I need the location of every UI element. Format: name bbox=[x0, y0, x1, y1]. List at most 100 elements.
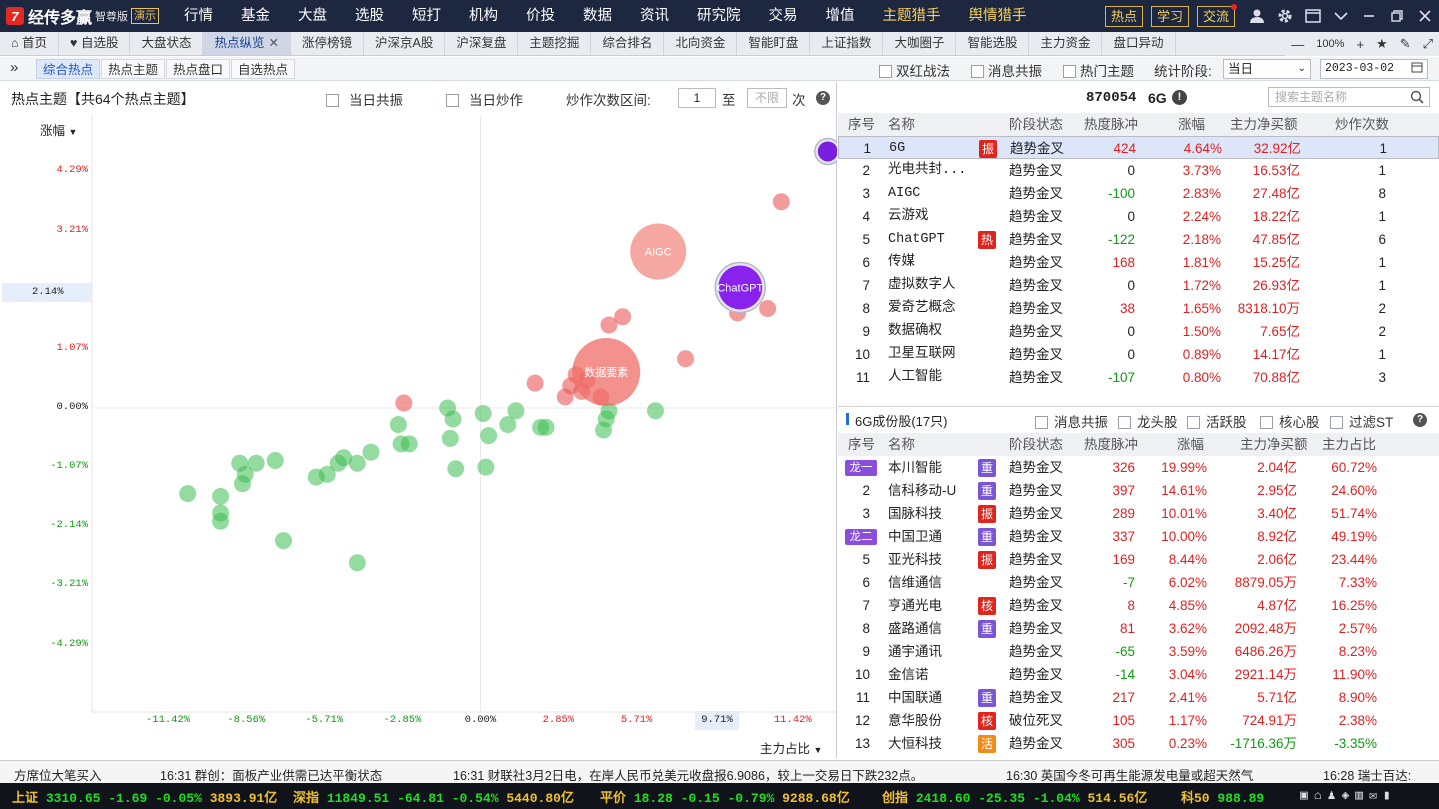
stock-filter-st[interactable]: 过滤ST bbox=[1330, 411, 1393, 431]
info-icon[interactable]: ! bbox=[1172, 90, 1187, 105]
help-icon[interactable]: ? bbox=[816, 91, 830, 105]
stat-stage-select[interactable]: 当日 ⌄ bbox=[1223, 59, 1311, 79]
status-tool-icons[interactable]: ▣⌂♟◈▥✉▮ bbox=[1300, 788, 1397, 803]
table-row[interactable]: 3 国脉科技 振趋势金叉 289 10.01% 3.40亿 51.74% bbox=[838, 502, 1439, 525]
table-row[interactable]: 13 大恒科技 活趋势金叉 305 0.23% -1716.36万 -3.35% bbox=[838, 732, 1439, 755]
top-menu-item[interactable]: 基金 bbox=[241, 8, 270, 24]
tab-item[interactable]: 热点纵览 ✕ bbox=[203, 32, 291, 55]
table-row[interactable]: 4 云游戏 趋势金叉 0 2.24% 18.22亿 1 bbox=[838, 205, 1439, 228]
edit-icon[interactable]: ✎ bbox=[1399, 36, 1411, 51]
double-red-checkbox[interactable] bbox=[879, 65, 892, 78]
top-menu-item[interactable]: 机构 bbox=[469, 8, 498, 24]
table-row[interactable]: 2 信科移动-U 重趋势金叉 397 14.61% 2.95亿 24.60% bbox=[838, 479, 1439, 502]
top-menu-item[interactable]: 研究院 bbox=[697, 8, 741, 24]
day-trade-checkbox[interactable] bbox=[446, 94, 459, 107]
table-row[interactable]: 8 爱奇艺概念 趋势金叉 38 1.65% 8318.10万 2 bbox=[838, 297, 1439, 320]
index-cyb[interactable]: 创指 2418.60 -25.35 -1.04% 514.56亿 bbox=[882, 787, 1147, 806]
news-resonance-checkbox[interactable] bbox=[971, 65, 984, 78]
tab-item[interactable]: 沪深复盘 bbox=[445, 32, 519, 55]
hot-button[interactable]: 热点 bbox=[1104, 5, 1143, 27]
range-to-input[interactable]: 不限 bbox=[747, 88, 787, 108]
option-hot-topics[interactable]: 热门主题 bbox=[1063, 60, 1134, 80]
index-kc50[interactable]: 科50 988.89 bbox=[1181, 787, 1264, 806]
topic-search-input[interactable]: 搜索主题名称 bbox=[1268, 87, 1430, 107]
date-picker[interactable]: 2023-03-02 bbox=[1320, 59, 1428, 79]
stock-filter-leader[interactable]: 龙头股 bbox=[1118, 411, 1178, 431]
zoom-in-icon[interactable]: + bbox=[1356, 36, 1365, 52]
minimize-icon[interactable] bbox=[1355, 0, 1383, 32]
subtab-watch-hot[interactable]: 自选热点 bbox=[231, 59, 296, 79]
hot-topics-checkbox[interactable] bbox=[1063, 65, 1076, 78]
table-row[interactable]: 9 通宇通讯 趋势金叉 -65 3.59% 6486.26万 8.23% bbox=[838, 640, 1439, 663]
top-menu-item[interactable]: 大盘 bbox=[298, 8, 327, 24]
top-menu-item[interactable]: 资讯 bbox=[640, 8, 669, 24]
table-row[interactable]: 龙一 本川智能 重趋势金叉 326 19.99% 2.04亿 60.72% bbox=[838, 456, 1439, 479]
top-menu-item[interactable]: 舆情猎手 bbox=[968, 8, 1027, 24]
table-row[interactable]: 1 6G 振趋势金叉 424 4.64% 32.92亿 1 bbox=[838, 136, 1439, 159]
chevron-down-icon[interactable] bbox=[1327, 0, 1355, 32]
tab-item[interactable]: ♥ 自选股 bbox=[59, 32, 131, 55]
option-day-trade[interactable]: 当日炒作 bbox=[446, 89, 523, 109]
close-tab-icon[interactable]: ✕ bbox=[268, 36, 279, 50]
top-menu-item[interactable]: 价投 bbox=[526, 8, 555, 24]
tab-item[interactable]: 大咖圈子 bbox=[883, 32, 957, 55]
tab-item[interactable]: 盘口异动 bbox=[1102, 32, 1176, 55]
top-menu-item[interactable]: 增值 bbox=[825, 8, 855, 24]
top-menu-item[interactable]: 主题猎手 bbox=[882, 8, 941, 24]
double-chevron-icon[interactable]: » bbox=[10, 59, 19, 76]
tab-item[interactable]: 涨停榜镜 bbox=[291, 32, 364, 55]
tab-item[interactable]: 主题挖掘 bbox=[518, 32, 592, 55]
option-news-resonance[interactable]: 消息共振 bbox=[971, 60, 1042, 80]
user-icon[interactable] bbox=[1243, 0, 1271, 32]
table-row[interactable]: 3 AIGC 趋势金叉 -100 2.83% 27.48亿 8 bbox=[838, 182, 1439, 205]
option-double-red[interactable]: 双红战法 bbox=[879, 60, 950, 80]
tab-item[interactable]: ⌂ 首页 bbox=[0, 32, 60, 55]
x-axis-title[interactable]: 主力占比 ▼ bbox=[760, 738, 822, 757]
top-menu-item[interactable]: 行情 bbox=[184, 8, 213, 24]
window-layout-icon[interactable] bbox=[1299, 0, 1327, 32]
ticker-item[interactable]: 16:28 瑞士百达: bbox=[1323, 769, 1412, 783]
table-row[interactable]: 5 亚光科技 振趋势金叉 169 8.44% 2.06亿 23.44% bbox=[838, 548, 1439, 571]
table-row[interactable]: 10 卫星互联网 趋势金叉 0 0.89% 14.17亿 1 bbox=[838, 343, 1439, 366]
tab-item[interactable]: 上证指数 bbox=[810, 32, 884, 55]
table-row[interactable]: 8 盛路通信 重趋势金叉 81 3.62% 2092.48万 2.57% bbox=[838, 617, 1439, 640]
index-sh[interactable]: 上证 3310.65 -1.69 -0.05% 3893.91亿 bbox=[12, 787, 277, 806]
subtab-hot-topics[interactable]: 热点主题 bbox=[101, 59, 166, 79]
table-row[interactable]: 7 亨通光电 核趋势金叉 8 4.85% 4.87亿 16.25% bbox=[838, 594, 1439, 617]
index-avg[interactable]: 平价 18.28 -0.15 -0.79% 9288.68亿 bbox=[600, 787, 850, 806]
leader-filter-checkbox[interactable] bbox=[1118, 416, 1131, 429]
zoom-out-icon[interactable]: — bbox=[1291, 36, 1305, 52]
top-menu-item[interactable]: 选股 bbox=[355, 8, 384, 24]
y-axis-title[interactable]: 涨幅 ▼ bbox=[40, 120, 77, 139]
tab-item[interactable]: 综合排名 bbox=[591, 32, 665, 55]
tab-item[interactable]: 智能盯盘 bbox=[737, 32, 811, 55]
range-from-input[interactable]: 1 bbox=[678, 88, 716, 108]
close-icon[interactable] bbox=[1411, 0, 1439, 32]
ticker-item[interactable]: 方席位大笔买入 bbox=[14, 769, 102, 783]
stock-filter-news[interactable]: 消息共振 bbox=[1035, 411, 1108, 431]
day-resonance-checkbox[interactable] bbox=[326, 94, 339, 107]
subtab-comprehensive[interactable]: 综合热点 bbox=[36, 59, 101, 79]
news-filter-checkbox[interactable] bbox=[1035, 416, 1048, 429]
table-row[interactable]: 6 信维通信 趋势金叉 -7 6.02% 8879.05万 7.33% bbox=[838, 571, 1439, 594]
tab-item[interactable]: 北向资金 bbox=[664, 32, 738, 55]
core-filter-checkbox[interactable] bbox=[1260, 416, 1273, 429]
table-row[interactable]: 2 光电共封... 趋势金叉 0 3.73% 16.53亿 1 bbox=[838, 159, 1439, 182]
expand-icon[interactable]: ⤢ bbox=[1422, 36, 1433, 51]
top-menu-item[interactable]: 数据 bbox=[583, 8, 612, 24]
tab-item[interactable]: 沪深京A股 bbox=[364, 32, 446, 55]
ticker-item[interactable]: 16:30 英国今冬可再生能源发电量或超天然气 bbox=[1006, 769, 1254, 783]
learn-button[interactable]: 学习 bbox=[1150, 5, 1189, 27]
subtab-hot-orders[interactable]: 热点盘口 bbox=[166, 59, 231, 79]
table-row[interactable]: 12 意华股份 核破位死叉 105 1.17% 724.91万 2.38% bbox=[838, 709, 1439, 732]
ticker-item[interactable]: 16:31 群创：面板产业供需已达平衡状态 bbox=[160, 769, 383, 783]
table-row[interactable]: 10 金信诺 趋势金叉 -14 3.04% 2921.14万 11.90% bbox=[838, 663, 1439, 686]
communicate-button[interactable]: 交流 bbox=[1196, 3, 1238, 27]
tab-item[interactable]: 大盘状态 bbox=[130, 32, 204, 55]
index-sz[interactable]: 深指 11849.51 -64.81 -0.54% 5440.80亿 bbox=[293, 787, 574, 806]
top-menu-item[interactable]: 短打 bbox=[412, 8, 441, 24]
table-row[interactable]: 11 人工智能 趋势金叉 -107 0.80% 70.88亿 3 bbox=[838, 366, 1439, 389]
table-row[interactable]: 龙二 中国卫通 重趋势金叉 337 10.00% 8.92亿 49.19% bbox=[838, 525, 1439, 548]
help-icon[interactable]: ? bbox=[1413, 413, 1427, 427]
search-icon[interactable] bbox=[1410, 90, 1424, 107]
